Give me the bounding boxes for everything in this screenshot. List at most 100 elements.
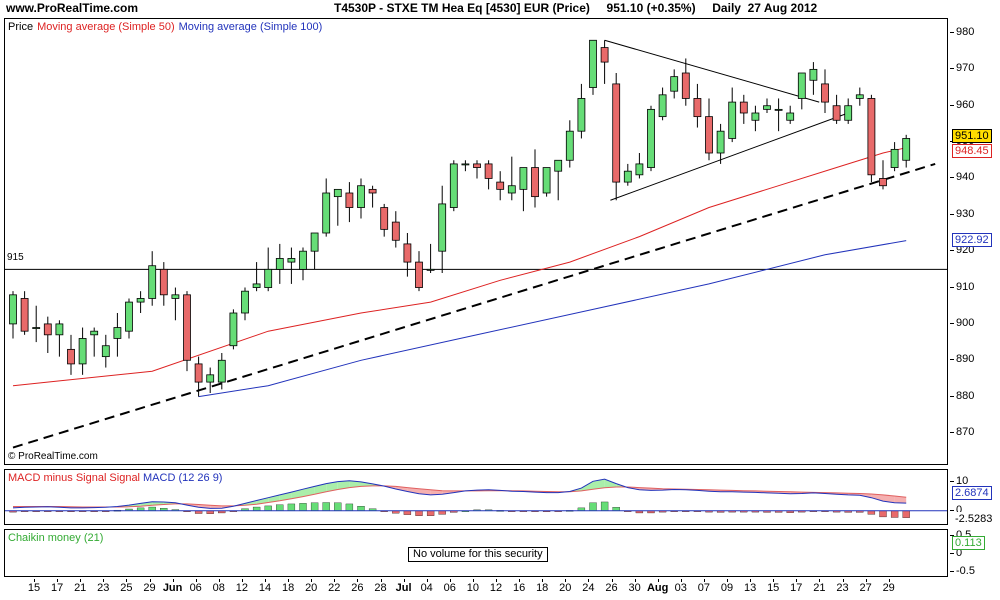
candle[interactable]: [67, 334, 75, 375]
candle[interactable]: [461, 160, 470, 172]
macd-histogram-bar: [415, 510, 423, 516]
candle[interactable]: [728, 87, 737, 143]
candle[interactable]: [78, 327, 87, 375]
candle[interactable]: [449, 160, 458, 212]
chaikin-panel[interactable]: Chaikin money (21) No volume for this se…: [4, 529, 948, 577]
candle[interactable]: [774, 98, 783, 132]
price-panel[interactable]: Price Moving average (Simple 50) Moving av…: [4, 18, 948, 465]
candle[interactable]: [241, 287, 249, 321]
candle[interactable]: [797, 72, 806, 110]
candle[interactable]: [612, 73, 621, 201]
candle-body-up: [647, 108, 655, 168]
candle[interactable]: [554, 159, 563, 201]
candle[interactable]: [20, 291, 29, 335]
candle[interactable]: [287, 247, 296, 284]
trendline-1[interactable]: [12, 162, 936, 449]
candle[interactable]: [380, 203, 389, 237]
macd-panel[interactable]: MACD minus Signal Signal MACD (12 26 9): [4, 469, 948, 525]
candle[interactable]: [43, 316, 52, 353]
candle[interactable]: [229, 309, 238, 350]
candle[interactable]: [647, 105, 655, 172]
candle[interactable]: [206, 367, 215, 393]
candle[interactable]: [844, 98, 853, 124]
candle[interactable]: [159, 262, 168, 306]
candle[interactable]: [623, 163, 632, 186]
candle[interactable]: [496, 171, 505, 201]
candle[interactable]: [252, 262, 261, 292]
x-axis: 15 17 21 23 25 29 Jun 06 08 12 14 18 20 22 26 28 Jul 04 06…: [4, 579, 948, 600]
candle[interactable]: [125, 298, 133, 339]
candle[interactable]: [101, 334, 110, 368]
candle[interactable]: [635, 153, 644, 179]
candle[interactable]: [9, 291, 17, 339]
candle[interactable]: [658, 87, 667, 121]
candle[interactable]: [763, 98, 771, 113]
candle[interactable]: [867, 94, 876, 183]
site-url[interactable]: www.ProRealTime.com: [6, 1, 139, 15]
x-tick: [680, 579, 682, 582]
x-tick: [542, 579, 544, 582]
candle[interactable]: [832, 94, 841, 124]
candle[interactable]: [171, 287, 180, 321]
candle[interactable]: [879, 160, 887, 190]
candle[interactable]: [751, 105, 760, 132]
candle[interactable]: [542, 167, 551, 197]
candle[interactable]: [670, 69, 679, 99]
candle[interactable]: [148, 251, 157, 306]
candle[interactable]: [705, 98, 713, 161]
candle[interactable]: [902, 134, 911, 168]
macd-plot[interactable]: [5, 470, 948, 525]
candle[interactable]: [391, 211, 400, 248]
candle[interactable]: [322, 178, 331, 237]
candle[interactable]: [693, 83, 702, 128]
candle[interactable]: [183, 291, 191, 372]
candle[interactable]: [531, 149, 539, 208]
candle[interactable]: [600, 40, 609, 84]
candle[interactable]: [136, 291, 145, 313]
candle[interactable]: [32, 305, 41, 343]
candle[interactable]: [519, 167, 528, 212]
price-plot[interactable]: [5, 19, 948, 465]
candle[interactable]: [716, 123, 725, 164]
candle[interactable]: [821, 69, 829, 113]
x-tick: [819, 579, 821, 582]
x-tick: [426, 579, 428, 582]
candle[interactable]: [368, 185, 377, 208]
candle[interactable]: [484, 160, 493, 190]
candle[interactable]: [681, 58, 690, 106]
candle[interactable]: [90, 327, 99, 357]
candle-body-down: [867, 98, 876, 176]
macd-histogram-bar: [600, 501, 609, 511]
candle-body-up: [751, 112, 760, 121]
candle[interactable]: [473, 160, 481, 179]
macd-signal-fill: [419, 488, 431, 495]
candle[interactable]: [217, 353, 226, 390]
candle[interactable]: [333, 188, 342, 226]
candle[interactable]: [438, 185, 447, 273]
candle[interactable]: [275, 243, 284, 284]
candle[interactable]: [357, 178, 365, 219]
candle[interactable]: [786, 105, 795, 124]
candle[interactable]: [739, 94, 748, 124]
candle[interactable]: [577, 83, 586, 139]
candle-body-up: [55, 323, 64, 336]
candle[interactable]: [415, 251, 423, 292]
candle[interactable]: [809, 62, 818, 95]
candle[interactable]: [855, 87, 864, 106]
candle[interactable]: [310, 232, 319, 270]
candle[interactable]: [55, 320, 64, 357]
candle[interactable]: [264, 247, 273, 292]
candle[interactable]: [403, 233, 412, 277]
candle[interactable]: [589, 39, 597, 95]
candle[interactable]: [890, 142, 899, 172]
candle[interactable]: [345, 182, 354, 223]
trendline-3[interactable]: [610, 112, 849, 201]
candle[interactable]: [194, 356, 203, 397]
candle[interactable]: [113, 313, 122, 357]
candle[interactable]: [565, 120, 574, 168]
candle[interactable]: [426, 243, 435, 273]
candle[interactable]: [299, 247, 307, 281]
trendline-2[interactable]: [604, 39, 820, 103]
macd-signal-fill: [883, 494, 895, 503]
candle[interactable]: [507, 156, 516, 201]
